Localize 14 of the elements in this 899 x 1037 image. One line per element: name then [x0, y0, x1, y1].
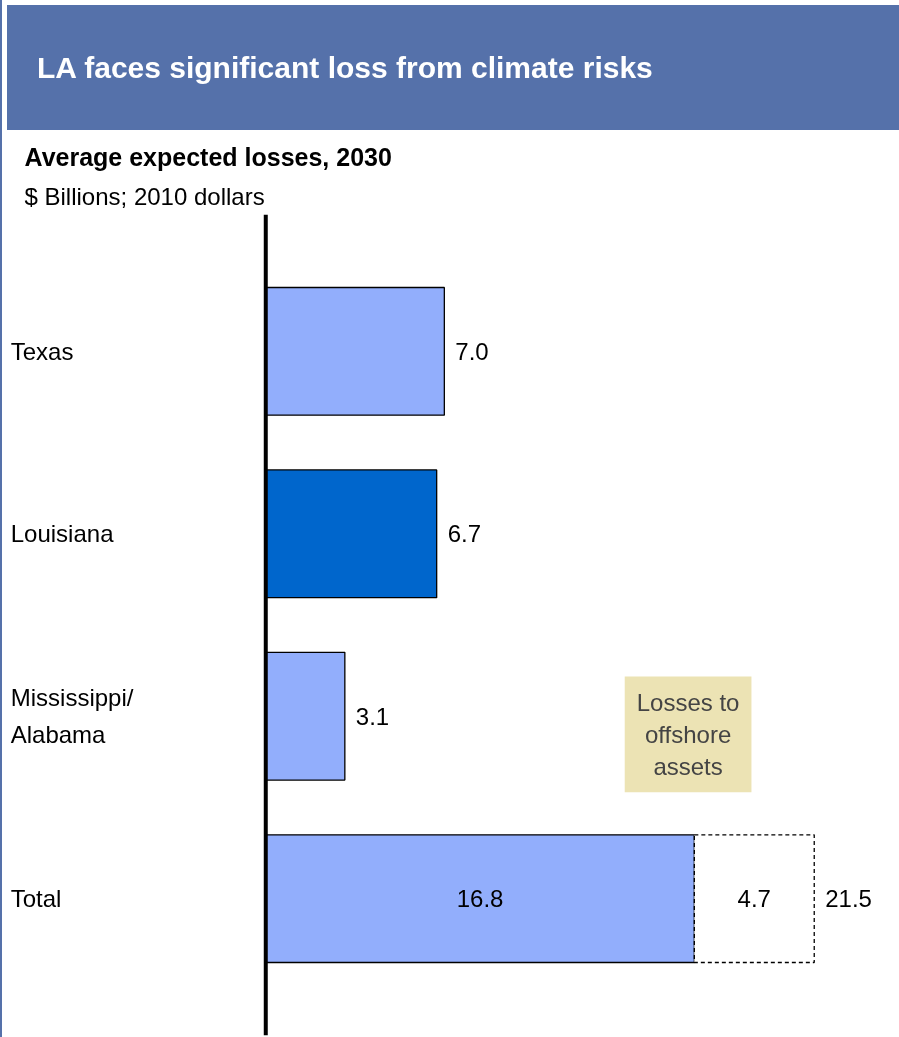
- total-label: 21.5: [825, 885, 872, 913]
- y-tick-label: Texas: [10, 337, 74, 365]
- data-label: 3.1: [355, 702, 390, 730]
- chart-title: LA faces significant loss from climate risks: [37, 50, 653, 86]
- y-tick-label: Louisiana: [10, 520, 115, 548]
- data-label: 7.0: [455, 337, 489, 365]
- y-tick-label: Total: [10, 885, 62, 913]
- text: $ Billions; 2010 dollars: [24, 182, 265, 210]
- data-label: 16.8: [456, 885, 504, 913]
- y-tick-label: Mississippi/ Alabama: [10, 684, 134, 748]
- annotation: Losses to offshore assets: [636, 688, 740, 781]
- data-label: 6.7: [447, 520, 482, 548]
- chart-subtitle: Average expected losses, 2030: [24, 142, 392, 171]
- data-label: 4.7: [737, 885, 771, 913]
